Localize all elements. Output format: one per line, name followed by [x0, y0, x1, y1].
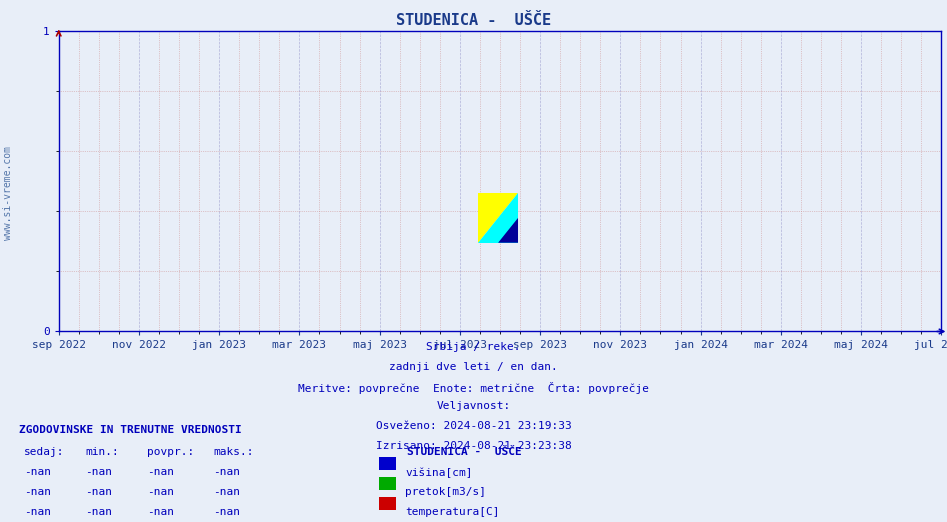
Text: Meritve: povprečne  Enote: metrične  Črta: povprečje: Meritve: povprečne Enote: metrične Črta:…	[298, 382, 649, 394]
Text: -nan: -nan	[24, 467, 51, 477]
Text: Srbija / reke.: Srbija / reke.	[426, 342, 521, 352]
Text: -nan: -nan	[85, 507, 113, 517]
Text: ZGODOVINSKE IN TRENUTNE VREDNOSTI: ZGODOVINSKE IN TRENUTNE VREDNOSTI	[19, 425, 241, 435]
Text: Osveženo: 2024-08-21 23:19:33: Osveženo: 2024-08-21 23:19:33	[376, 421, 571, 431]
Text: www.si-vreme.com: www.si-vreme.com	[3, 146, 12, 240]
Text: min.:: min.:	[85, 447, 119, 457]
Text: povpr.:: povpr.:	[147, 447, 194, 457]
Text: zadnji dve leti / en dan.: zadnji dve leti / en dan.	[389, 362, 558, 372]
Text: -nan: -nan	[213, 507, 241, 517]
Text: STUDENICA -  UŠČE: STUDENICA - UŠČE	[407, 447, 522, 457]
Text: -nan: -nan	[147, 487, 174, 497]
Text: sedaj:: sedaj:	[24, 447, 64, 457]
Text: STUDENICA -  UŠČE: STUDENICA - UŠČE	[396, 13, 551, 28]
Text: -nan: -nan	[85, 487, 113, 497]
Text: Izrisano: 2024-08-21 23:23:38: Izrisano: 2024-08-21 23:23:38	[376, 441, 571, 451]
Text: -nan: -nan	[24, 507, 51, 517]
Text: maks.:: maks.:	[213, 447, 254, 457]
Text: višina[cm]: višina[cm]	[405, 467, 473, 478]
Text: temperatura[C]: temperatura[C]	[405, 507, 500, 517]
Text: -nan: -nan	[147, 507, 174, 517]
Text: pretok[m3/s]: pretok[m3/s]	[405, 487, 487, 497]
Text: -nan: -nan	[85, 467, 113, 477]
Text: -nan: -nan	[213, 487, 241, 497]
Text: -nan: -nan	[24, 487, 51, 497]
Text: -nan: -nan	[147, 467, 174, 477]
Text: Veljavnost:: Veljavnost:	[437, 401, 510, 411]
Text: -nan: -nan	[213, 467, 241, 477]
